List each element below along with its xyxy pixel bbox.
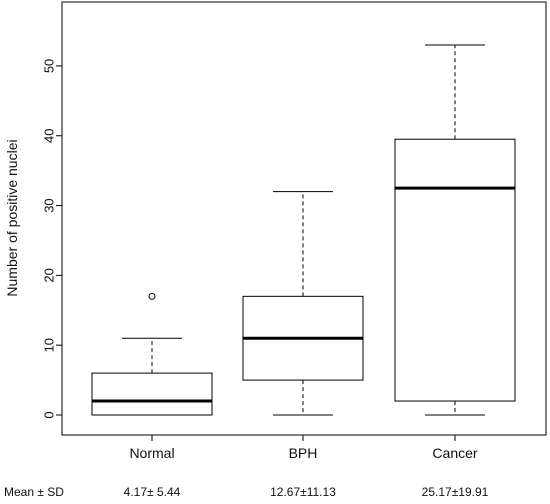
y-tick-label: 40 — [41, 129, 56, 143]
box-bph — [242, 191, 364, 416]
x-tick-label: Cancer — [432, 445, 477, 461]
y-tick-label: 0 — [41, 411, 56, 418]
summary-row: Mean ± SD 4.17± 5.44 12.67±11.13 25.17±19.… — [4, 485, 489, 499]
summary-value-normal: 4.17± 5.44 — [124, 485, 181, 499]
box-cancer — [394, 44, 516, 416]
box-series — [91, 44, 516, 416]
iqr-box — [394, 138, 516, 402]
summary-value-bph: 12.67±11.13 — [270, 485, 336, 499]
x-tick-label: Normal — [129, 445, 174, 461]
y-axis: 0 10 20 30 40 50 — [41, 59, 62, 419]
x-tick-label: BPH — [289, 445, 318, 461]
summary-value-cancer: 25.17±19.91 — [422, 485, 489, 499]
outlier-point — [148, 292, 156, 300]
y-tick-label: 50 — [41, 59, 56, 73]
x-axis: Normal BPH Cancer — [129, 435, 478, 461]
summary-row-label: Mean ± SD — [4, 485, 64, 499]
plot-frame — [61, 1, 547, 436]
y-tick-label: 20 — [41, 268, 56, 282]
y-axis-title: Number of positive nuclei — [4, 139, 20, 296]
box-normal — [91, 292, 213, 416]
iqr-box — [91, 372, 213, 416]
y-tick-label: 10 — [41, 338, 56, 352]
y-tick-label: 30 — [41, 198, 56, 212]
